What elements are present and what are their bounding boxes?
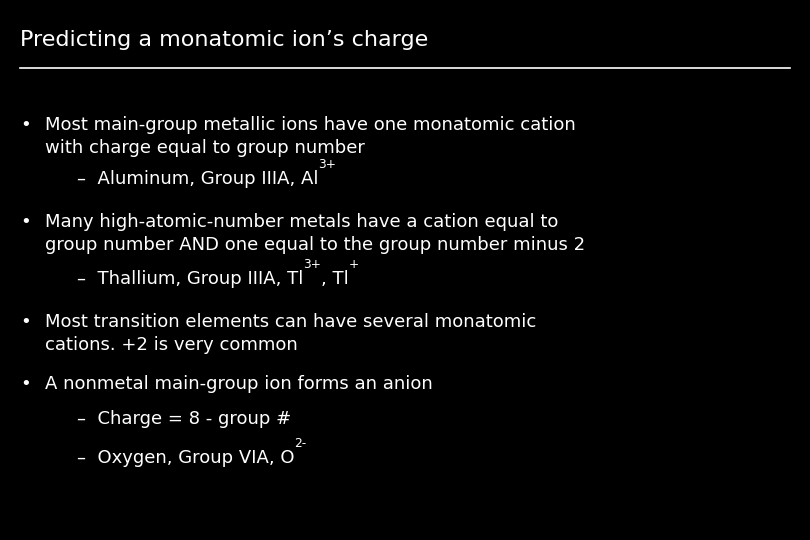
Text: Many high-atomic-number metals have a cation equal to
group number AND one equal: Many high-atomic-number metals have a ca… bbox=[45, 213, 585, 254]
Text: 3+: 3+ bbox=[303, 258, 322, 271]
Text: 2-: 2- bbox=[295, 437, 307, 450]
Text: A nonmetal main-group ion forms an anion: A nonmetal main-group ion forms an anion bbox=[45, 375, 433, 393]
Text: •: • bbox=[20, 313, 31, 331]
Text: Predicting a monatomic ion’s charge: Predicting a monatomic ion’s charge bbox=[20, 30, 428, 50]
Text: –  Thallium, Group IIIA, Tl: – Thallium, Group IIIA, Tl bbox=[77, 270, 303, 288]
Text: , Tl: , Tl bbox=[322, 270, 349, 288]
Text: Most transition elements can have several monatomic
cations. +2 is very common: Most transition elements can have severa… bbox=[45, 313, 535, 354]
Text: •: • bbox=[20, 375, 31, 393]
Text: –  Charge = 8 - group #: – Charge = 8 - group # bbox=[77, 410, 292, 428]
Text: •: • bbox=[20, 116, 31, 134]
Text: –  Aluminum, Group IIIA, Al: – Aluminum, Group IIIA, Al bbox=[77, 170, 318, 188]
Text: 3+: 3+ bbox=[318, 158, 336, 171]
Text: +: + bbox=[349, 258, 359, 271]
Text: •: • bbox=[20, 213, 31, 231]
Text: Most main-group metallic ions have one monatomic cation
with charge equal to gro: Most main-group metallic ions have one m… bbox=[45, 116, 575, 157]
Text: –  Oxygen, Group VIA, O: – Oxygen, Group VIA, O bbox=[77, 449, 295, 467]
